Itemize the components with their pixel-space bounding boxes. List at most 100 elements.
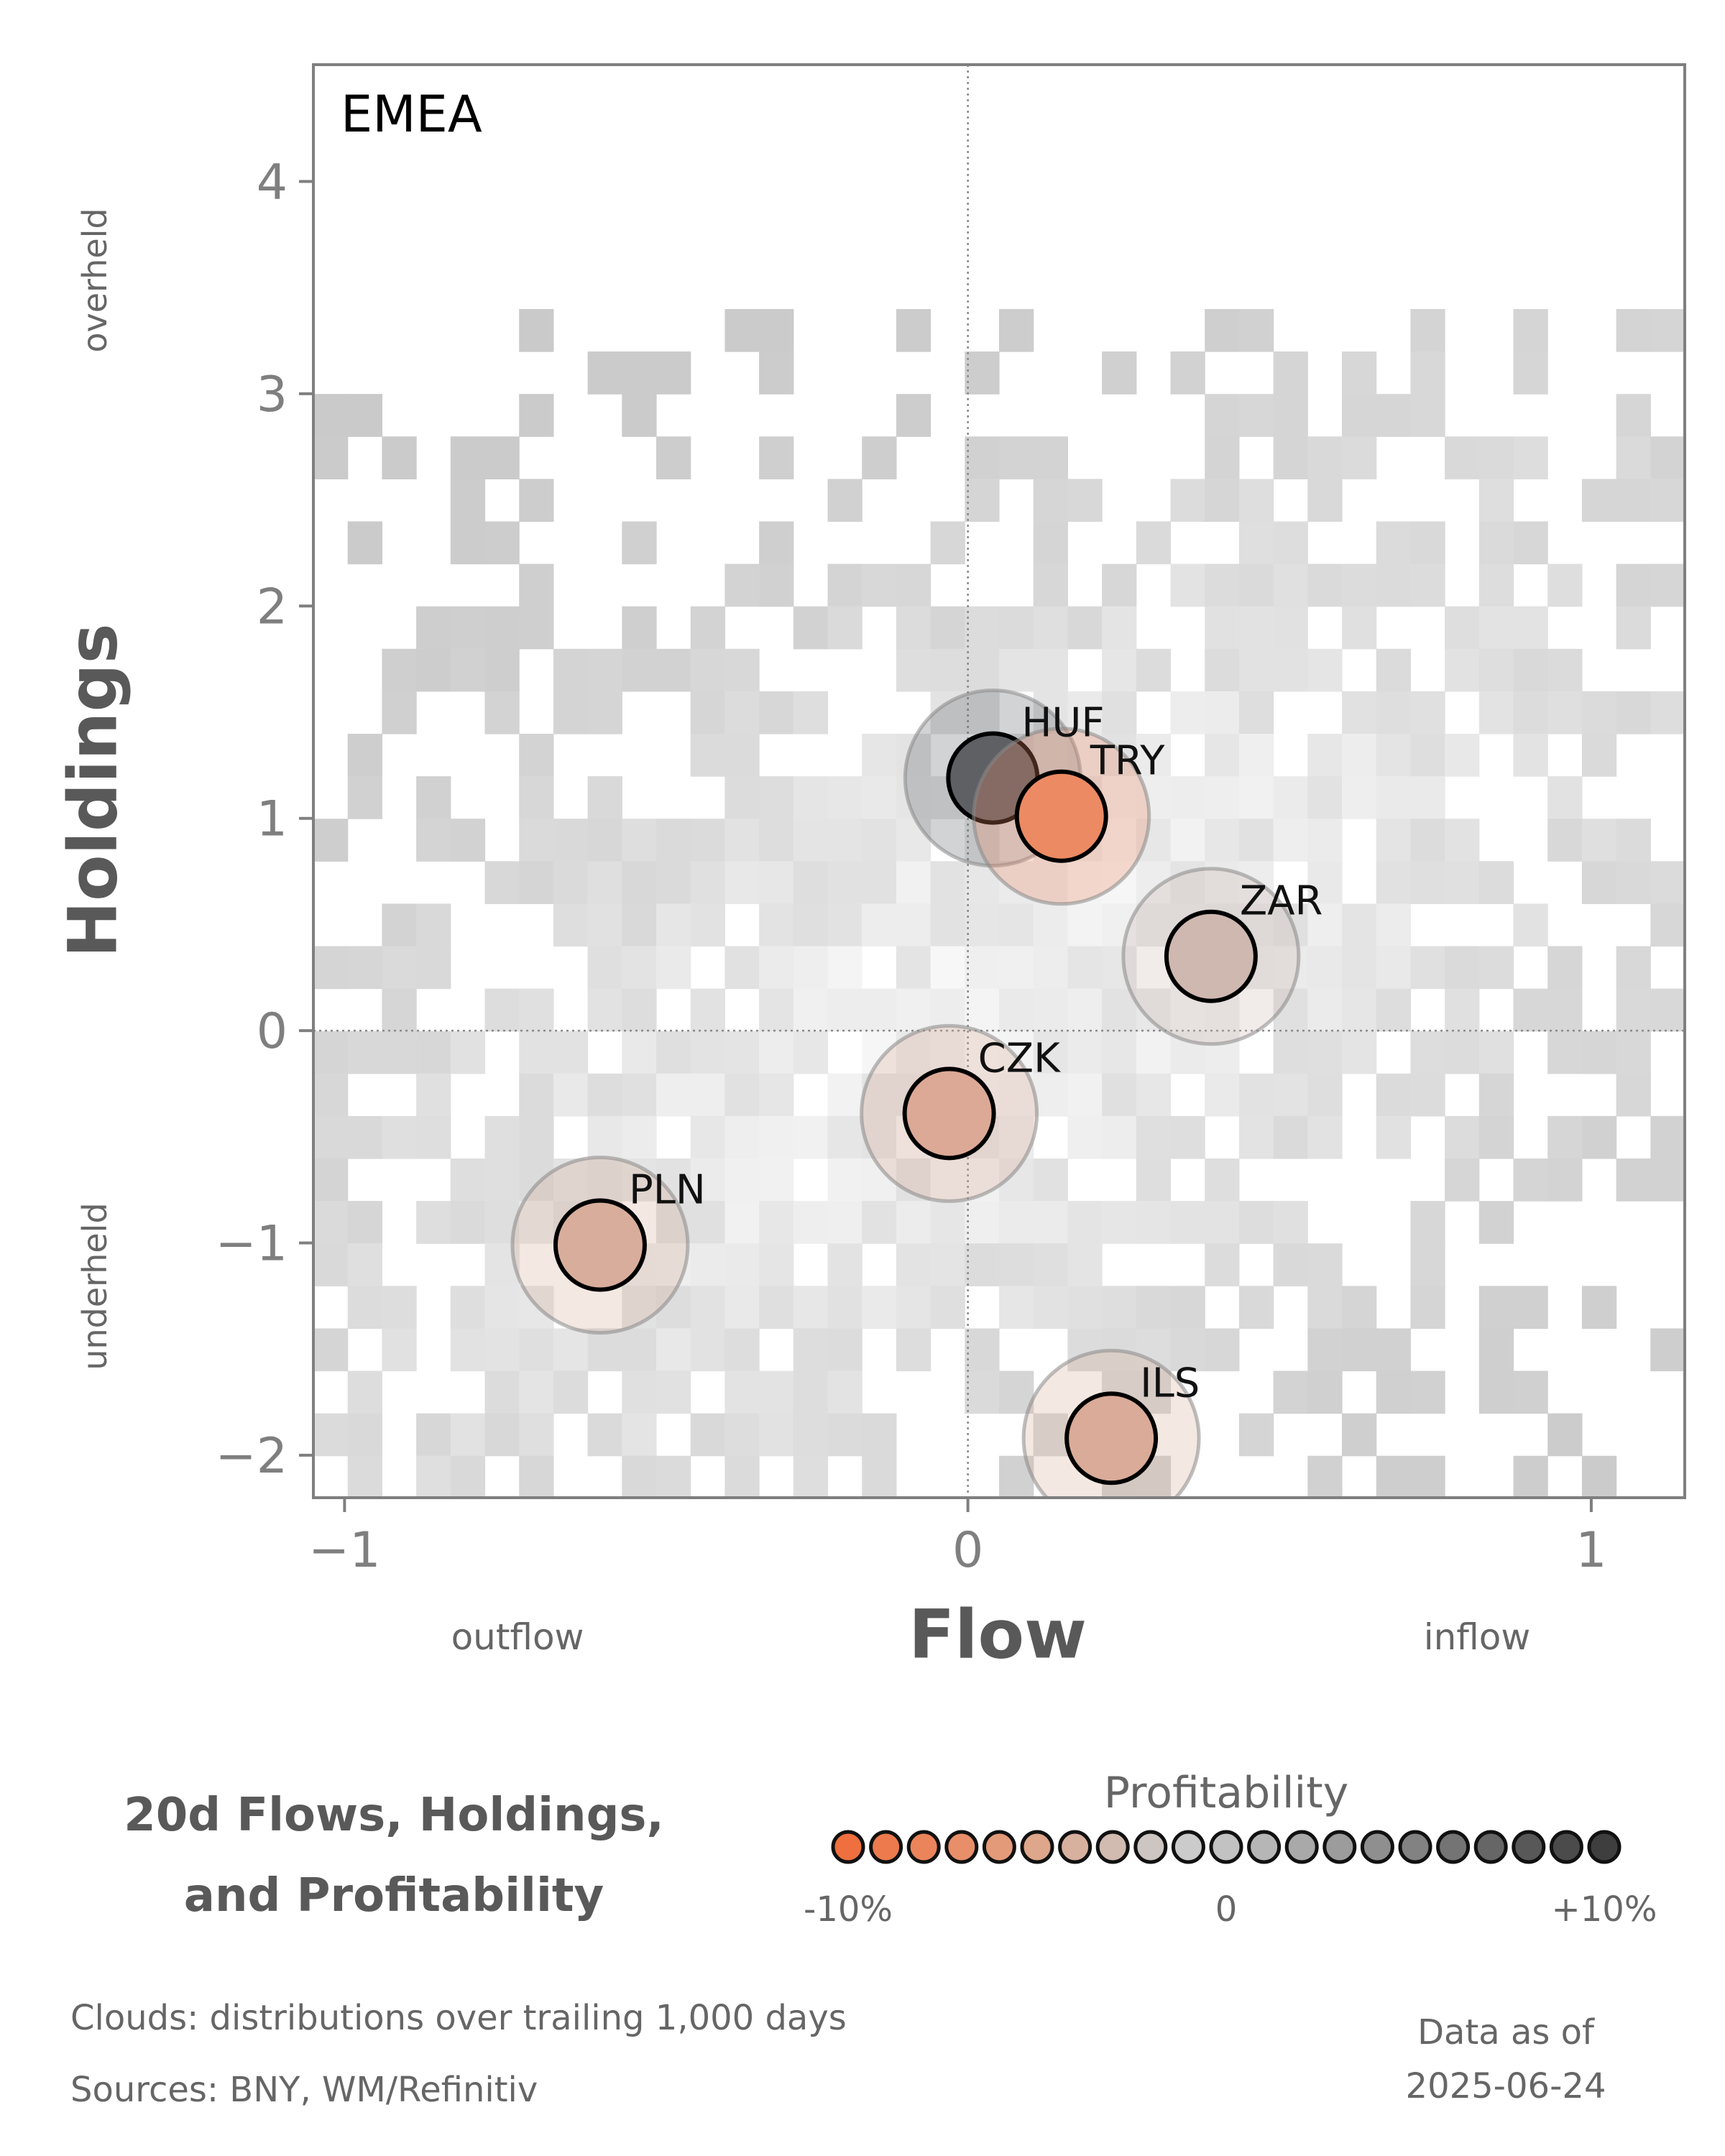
cloud-cell	[965, 1243, 1000, 1286]
reference-lines	[313, 65, 1685, 1498]
cloud-cell	[827, 1370, 862, 1414]
cloud-cell	[1273, 351, 1308, 395]
cloud-cell	[1342, 563, 1377, 607]
cloud-cell	[1650, 903, 1685, 947]
cloud-cell	[553, 903, 589, 947]
cloud-cell	[553, 648, 589, 692]
cloud-cell	[451, 1498, 485, 1542]
cloud-cell	[827, 819, 862, 862]
cloud-cell	[1513, 1370, 1548, 1414]
cloud-cell	[1650, 1498, 1685, 1542]
cloud-cell	[793, 819, 829, 862]
cloud-cell	[313, 394, 349, 437]
cloud-cell	[1513, 1286, 1548, 1329]
cloud-cell	[759, 691, 794, 734]
cloud-cell	[484, 1158, 520, 1202]
cloud-cell	[1650, 988, 1685, 1032]
cloud-cell	[587, 861, 622, 904]
cloud-cell	[1616, 606, 1651, 650]
cloud-cell	[930, 1201, 965, 1244]
cloud-cell	[1547, 1158, 1583, 1202]
cloud-cell	[1273, 1201, 1308, 1244]
cloud-cell	[930, 648, 965, 692]
cloud-cell	[519, 394, 554, 437]
cloud-cell	[622, 1115, 657, 1159]
cloud-cell	[1581, 819, 1617, 862]
cloud-cell	[485, 1498, 520, 1542]
cloud-cell	[1273, 946, 1308, 990]
cloud-cell	[930, 1158, 965, 1202]
cloud-cell	[1205, 819, 1240, 862]
cloud-cell	[690, 734, 725, 777]
colorbar-swatch	[944, 1830, 979, 1864]
cloud-cell	[793, 1286, 829, 1329]
cloud-cell	[793, 988, 829, 1032]
cloud-cell	[519, 819, 554, 862]
cloud-cell	[1616, 563, 1651, 607]
cloud-cell	[827, 479, 862, 522]
cloud-cell	[1102, 648, 1137, 692]
cloud-cell	[1410, 563, 1445, 607]
cloud-cell	[827, 1413, 862, 1457]
cloud-cell	[588, 1498, 622, 1542]
cloud-cell	[382, 1031, 417, 1074]
cloud-cell	[1307, 1328, 1343, 1372]
cloud-cell	[1445, 1115, 1480, 1159]
cloud-cell	[759, 776, 794, 819]
cloud-cell	[553, 819, 589, 862]
cloud-cell	[793, 606, 829, 650]
cloud-cell	[1479, 1541, 1514, 1584]
cloud-cell	[1445, 734, 1480, 777]
cloud-cell	[690, 1158, 725, 1202]
cloud-cell	[965, 691, 1000, 734]
cloud-cell	[1102, 946, 1137, 990]
cloud-cell	[759, 351, 794, 395]
cloud-cell	[1205, 1031, 1240, 1074]
cloud-cell	[1067, 1286, 1103, 1329]
cloud-cell	[1478, 1286, 1514, 1329]
cloud-cell	[862, 1115, 897, 1159]
colorbar-swatch	[1133, 1830, 1168, 1864]
cloud-cell	[347, 1031, 382, 1074]
cloud-cell	[519, 1158, 554, 1202]
cloud-cell	[587, 1073, 622, 1117]
cloud-cell	[656, 436, 691, 479]
cloud-cell	[1616, 1073, 1651, 1117]
cloud-cell	[1342, 394, 1377, 437]
cloud-cell	[827, 1115, 862, 1159]
cloud-cell	[896, 1498, 931, 1542]
cloud-cell	[1067, 1243, 1103, 1286]
cloud-cell	[1376, 1073, 1411, 1117]
cloud-cell	[553, 691, 589, 734]
cloud-cell	[724, 819, 760, 862]
cloud-cell	[1238, 1115, 1274, 1159]
point-label: TRY	[1090, 738, 1166, 785]
cloud-cell	[1513, 988, 1548, 1032]
cloud-cell	[1102, 606, 1137, 650]
cloud-cell	[1238, 1286, 1274, 1329]
axis-ticks: −2 −1 0 1 2 3 4 −1 0 1	[216, 154, 1607, 1579]
colorbar-swatch	[982, 1830, 1016, 1864]
colorbar-swatch	[1360, 1830, 1394, 1864]
cloud-cell	[1273, 563, 1308, 607]
colorbar-swatch	[1587, 1830, 1622, 1864]
colorbar-swatch	[1247, 1830, 1282, 1864]
cloud-cell	[1205, 691, 1240, 734]
cloud-cell	[930, 946, 965, 990]
cloud-cell	[1205, 394, 1240, 437]
cloud-cell	[690, 1243, 725, 1286]
cloud-cell	[1238, 606, 1274, 650]
cloud-cell	[999, 988, 1034, 1032]
cloud-cell	[1102, 1286, 1137, 1329]
cloud-cell	[690, 988, 725, 1032]
colorbar-swatch	[1020, 1830, 1054, 1864]
cloud-cell	[724, 648, 760, 692]
cloud-cell	[1376, 563, 1411, 607]
cloud-cell	[1033, 606, 1068, 650]
cloud-cell	[1650, 479, 1685, 522]
cloud-cell	[896, 563, 932, 607]
cloud-cell	[1205, 1498, 1239, 1542]
cloud-cell	[965, 988, 1000, 1032]
cloud-cell	[382, 946, 417, 990]
cloud-cell	[1033, 1243, 1068, 1286]
